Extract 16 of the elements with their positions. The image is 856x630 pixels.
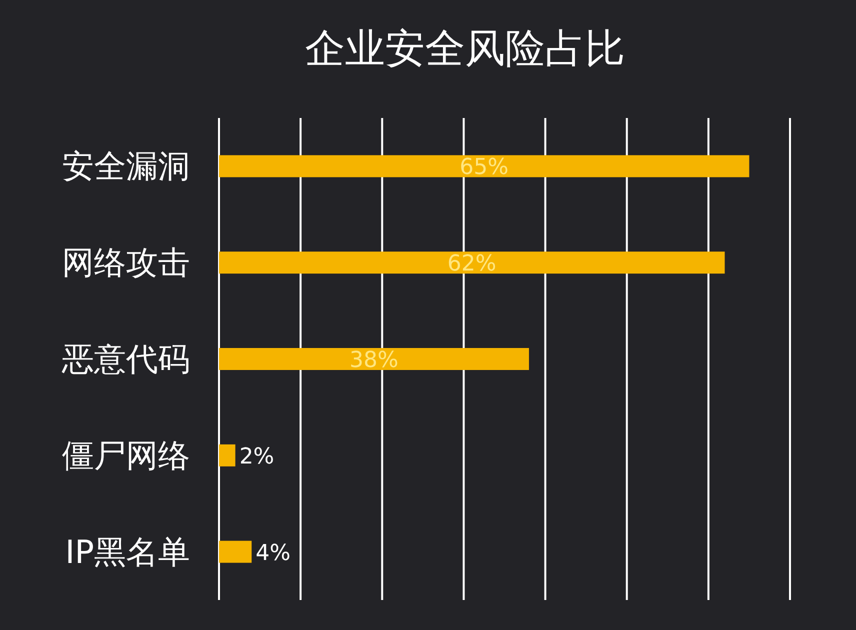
y-tick-label: 网络攻击 [62, 244, 190, 282]
y-tick-label: IP黑名单 [65, 532, 190, 571]
data-label: 38% [350, 348, 398, 373]
bar [219, 444, 236, 466]
y-tick-label: 安全漏洞 [62, 147, 190, 186]
data-label: 65% [460, 155, 509, 180]
data-label: 62% [447, 252, 496, 277]
y-tick-label: 恶意代码 [61, 340, 190, 378]
y-tick-label: 僵尸网络 [62, 436, 190, 474]
bar [219, 540, 252, 563]
data-label: 4% [256, 540, 291, 566]
bar [219, 348, 529, 370]
bar [219, 252, 725, 274]
bar [219, 155, 750, 178]
data-label: 2% [239, 444, 274, 470]
chart-title: 企业安全风险占比 [305, 26, 625, 72]
